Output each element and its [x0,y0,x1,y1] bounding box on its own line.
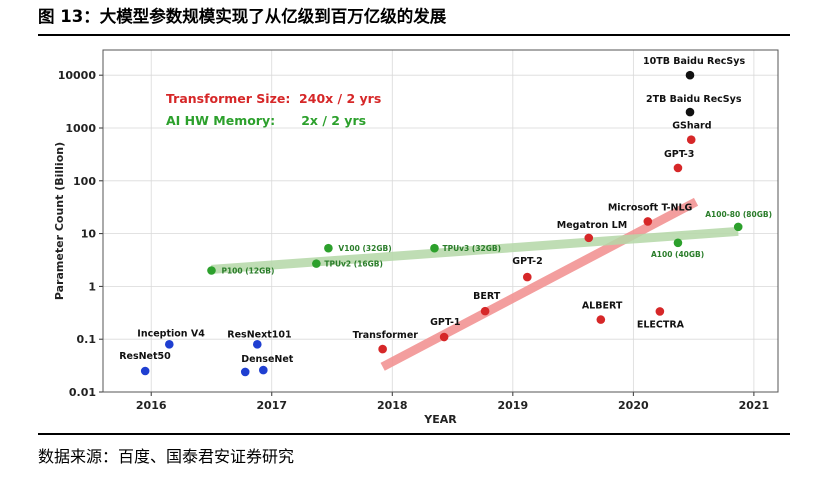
x-axis-label: YEAR [423,413,457,426]
x-tick-label: 2019 [498,399,529,412]
source-rule [38,433,790,435]
y-tick-label: 0.1 [77,333,97,346]
trend-line [380,197,699,371]
data-point [686,135,696,145]
data-point [259,365,268,375]
plot-frame [102,49,779,393]
data-point [584,233,594,243]
y-tick-label: 100 [73,175,96,188]
x-tick-label: 2020 [618,399,649,412]
point-label: 2TB Baidu RecSys [646,94,742,105]
data-point [480,306,490,316]
source-note: 数据来源：百度、国泰君安证券研究 [38,447,295,466]
data-point [164,340,174,349]
point-label: GShard [672,121,711,132]
x-tick-label: 2018 [377,399,408,412]
data-point [522,272,532,282]
point-label: GPT-2 [512,256,542,267]
point-label: TPUv2 (16GB) [324,260,383,269]
chart-annotation: Transformer Size: 240x / 2 yrs [166,91,381,106]
y-tick-label: 1000 [65,122,96,135]
point-label: V100 (32GB) [338,244,391,253]
data-point [252,340,262,349]
data-point [312,259,321,268]
trend-lines [211,197,739,371]
x-tick-label: 2021 [739,399,770,412]
grid-lines [103,50,778,393]
data-point [324,243,333,253]
data-point [140,366,150,376]
data-point [685,70,695,80]
data-point [673,163,683,173]
data-point [240,367,250,377]
point-label: Inception V4 [137,328,205,339]
point-label: 10TB Baidu RecSys [643,56,745,67]
point-label: BERT [473,291,501,302]
chart-annotations: Transformer Size: 240x / 2 yrs AI HW Memo… [166,91,381,128]
data-point [673,238,683,248]
point-label: ResNet50 [119,351,171,362]
point-label: ELECTRA [637,319,685,330]
y-tick-label: 1 [88,280,96,293]
x-tick-label: 2016 [136,399,167,412]
point-label: Megatron LM [557,220,627,231]
trend-line [211,226,739,274]
data-point [430,243,439,253]
axes: 2016 2017 2018 2019 2020 2021 0.01 0.1 1 10 100 100… [53,49,779,426]
point-label: Microsoft T-NLG [608,202,693,213]
point-labels: ResNet50 Inception V4 ResNext101 DenseNet Tr… [119,56,772,365]
point-label: Transformer [353,330,419,341]
y-tick-label: 10 [81,228,97,241]
point-label: TPUv3 (32GB) [442,244,501,253]
y-tick-label: 10000 [58,69,97,82]
point-label: GPT-3 [664,149,694,160]
data-point [378,344,387,354]
data-point [733,222,743,232]
point-label: A100-80 (80GB) [705,210,772,219]
data-point [655,307,665,316]
point-label: ALBERT [582,301,623,312]
chart-annotation: AI HW Memory: 2x / 2 yrs [166,113,366,128]
point-label: DenseNet [241,354,294,365]
data-point [596,315,606,324]
point-label: ResNext101 [227,329,291,340]
y-axis-label: Parameter Count (Billion) [53,142,66,300]
data-point [439,332,449,342]
figure-title: 图 13：大模型参数规模实现了从亿级到百万亿级的发展 [38,7,447,26]
point-label: GPT-1 [430,317,460,328]
title-rule [38,34,790,36]
x-tick-label: 2017 [256,399,287,412]
data-point [207,266,216,275]
data-points [140,70,743,377]
point-label: A100 (40GB) [651,250,704,259]
y-tick-label: 0.01 [69,386,96,399]
data-point [643,217,653,226]
data-point [685,107,695,117]
point-label: P100 (12GB) [221,267,274,276]
